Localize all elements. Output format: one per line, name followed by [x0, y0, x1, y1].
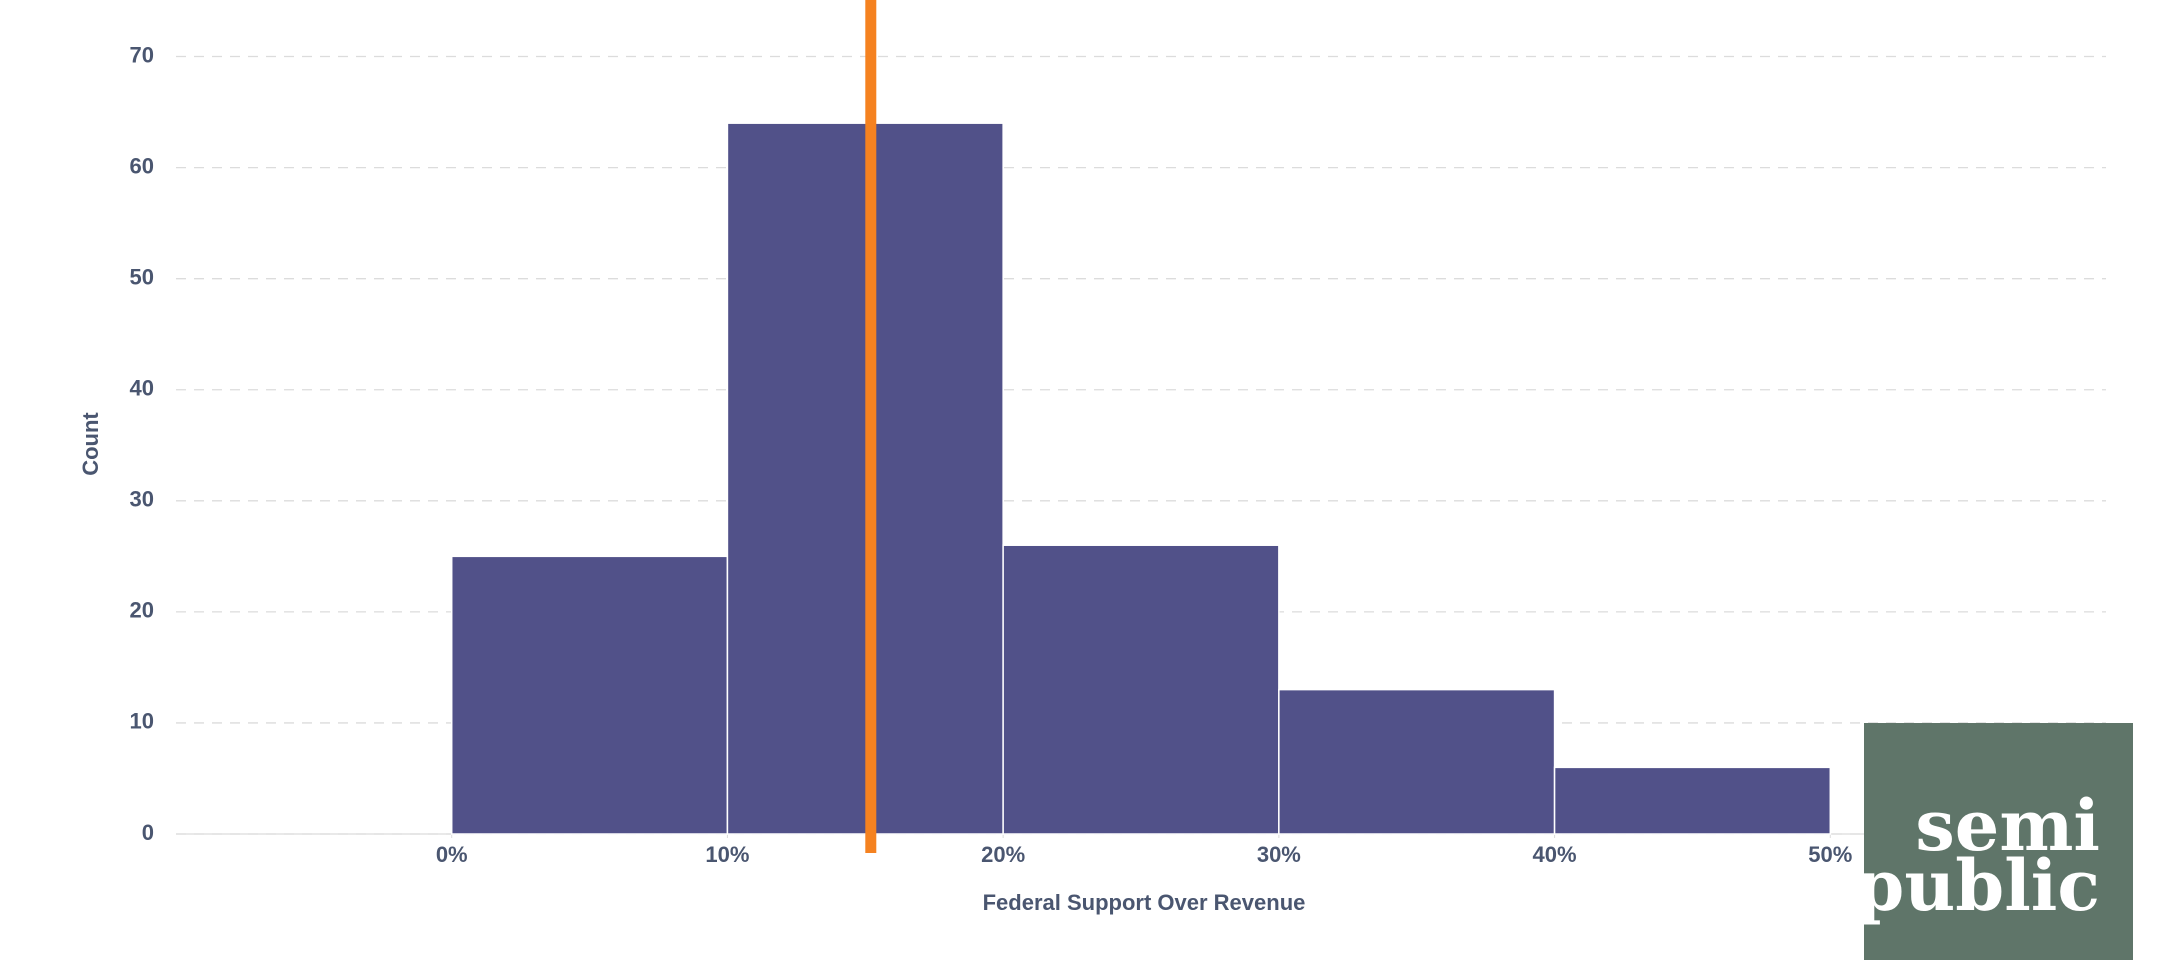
- y-tick-label: 40: [130, 376, 154, 401]
- y-tick-label: 50: [130, 264, 154, 289]
- bar: [726, 122, 1004, 835]
- logo-text: semi: [1915, 784, 2100, 867]
- x-tick-label: 50%: [1808, 842, 1852, 867]
- y-tick-label: 20: [130, 598, 154, 623]
- bar: [450, 555, 729, 835]
- bar: [1278, 688, 1556, 835]
- logo-text: public: [1855, 844, 2100, 927]
- x-tick-label: 20%: [981, 842, 1025, 867]
- bar: [1002, 544, 1280, 835]
- bar: [1553, 766, 1832, 835]
- x-tick-label: 40%: [1533, 842, 1577, 867]
- logo-box: [1864, 723, 2133, 960]
- y-tick-label: 60: [130, 153, 154, 178]
- x-tick-label: 30%: [1257, 842, 1301, 867]
- y-tick-label: 0: [142, 820, 154, 845]
- y-axis-label: Count: [78, 412, 103, 476]
- x-tick-label: 10%: [705, 842, 749, 867]
- x-axis-label: Federal Support Over Revenue: [983, 890, 1306, 915]
- y-tick-label: 30: [130, 487, 154, 512]
- x-tick-label: 0%: [436, 842, 468, 867]
- y-tick-label: 70: [130, 42, 154, 67]
- y-tick-label: 10: [130, 709, 154, 734]
